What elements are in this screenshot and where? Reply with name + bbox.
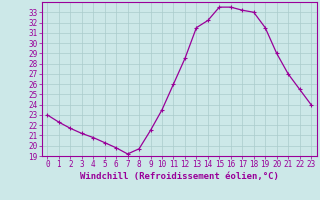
X-axis label: Windchill (Refroidissement éolien,°C): Windchill (Refroidissement éolien,°C) xyxy=(80,172,279,181)
